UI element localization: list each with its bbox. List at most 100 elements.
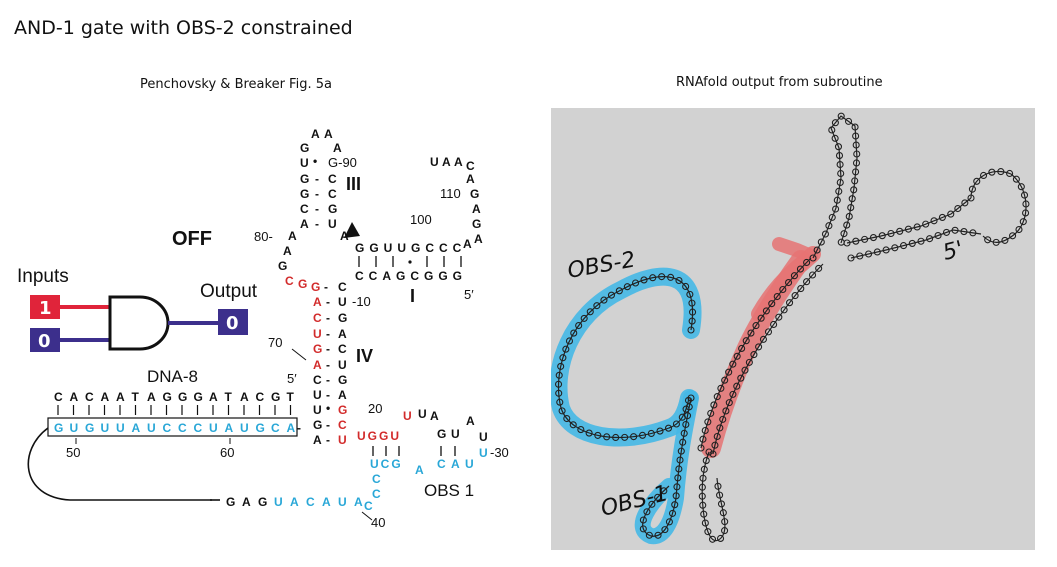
svg-text:G: G bbox=[313, 418, 322, 432]
rna-nucleotide bbox=[674, 474, 682, 482]
svg-text:U: U bbox=[313, 403, 322, 417]
rna-nucleotide bbox=[575, 321, 583, 330]
dna-bottom-nucleotide: U bbox=[209, 421, 218, 435]
svg-text:A: A bbox=[472, 202, 481, 216]
rna-nucleotide bbox=[603, 433, 611, 441]
rna-nucleotide bbox=[887, 229, 895, 238]
svg-text:-: - bbox=[326, 433, 330, 447]
tail-nucleotide: G bbox=[258, 495, 267, 509]
svg-text:-: - bbox=[326, 342, 330, 356]
rna-nucleotide bbox=[729, 360, 737, 368]
rna-nucleotide bbox=[1019, 218, 1027, 226]
rna-nucleotide bbox=[639, 525, 647, 533]
rna-nucleotide bbox=[719, 415, 727, 423]
svg-text:U: U bbox=[338, 295, 347, 309]
dna-bottom-nucleotide: U bbox=[240, 421, 249, 435]
svg-text:A: A bbox=[338, 388, 347, 402]
rna-nucleotide bbox=[768, 300, 776, 308]
rna-nucleotide bbox=[828, 126, 836, 134]
rna-nucleotide bbox=[750, 351, 758, 359]
dna-top-nucleotide: G bbox=[194, 390, 203, 404]
dna-top-nucleotide: T bbox=[287, 390, 295, 404]
rna-nucleotide bbox=[934, 231, 942, 240]
svg-text:G: G bbox=[300, 172, 309, 186]
rna-nucleotide bbox=[843, 221, 851, 229]
rna-nucleotide bbox=[719, 509, 727, 517]
svg-text:A: A bbox=[466, 414, 475, 428]
svg-text:-: - bbox=[324, 280, 328, 294]
rna-nucleotide bbox=[745, 358, 753, 366]
rna-nucleotide bbox=[704, 418, 712, 426]
rna-nucleotide bbox=[648, 500, 656, 508]
dna-bottom-nucleotide: U bbox=[147, 421, 156, 435]
rna-nucleotide bbox=[947, 210, 955, 218]
svg-text:A: A bbox=[313, 433, 322, 447]
svg-text:A: A bbox=[474, 232, 483, 246]
rna-nucleotide bbox=[722, 407, 730, 415]
svg-text:C: C bbox=[372, 472, 381, 486]
svg-text:C: C bbox=[338, 342, 347, 356]
rna-nucleotide bbox=[762, 307, 770, 315]
svg-text:A: A bbox=[283, 244, 292, 258]
svg-text:-: - bbox=[326, 418, 330, 432]
svg-text:GGUUGCCC: GGUUGCCC bbox=[355, 241, 466, 255]
svg-text:C: C bbox=[328, 172, 337, 186]
svg-text:G: G bbox=[338, 373, 347, 387]
svg-text:-: - bbox=[315, 217, 319, 231]
rna-nucleotide bbox=[677, 447, 685, 455]
cleavage-site-arrowhead bbox=[344, 222, 360, 238]
dna-bottom-nucleotide: C bbox=[194, 421, 203, 435]
rna-nucleotide bbox=[837, 169, 845, 178]
rna-nucleotide bbox=[737, 374, 745, 382]
rna-nucleotide bbox=[833, 196, 841, 204]
svg-text:-10: -10 bbox=[352, 294, 371, 309]
rna-nucleotide bbox=[1012, 175, 1020, 183]
rna-nucleotide bbox=[984, 236, 992, 244]
svg-text:G-90: G-90 bbox=[328, 155, 357, 170]
svg-text:-: - bbox=[326, 311, 330, 325]
rna-nucleotide bbox=[621, 433, 629, 441]
rna-nucleotide bbox=[638, 431, 647, 439]
dna-bottom-nucleotide: A bbox=[132, 421, 141, 435]
rna-nucleotide bbox=[594, 431, 602, 439]
svg-text:C: C bbox=[285, 274, 294, 288]
rna-nucleotide bbox=[825, 222, 833, 230]
svg-text:1: 1 bbox=[39, 298, 52, 319]
rna-nucleotide bbox=[647, 429, 655, 438]
rna-nucleotide bbox=[673, 483, 681, 491]
rna-nucleotide bbox=[954, 204, 962, 213]
svg-text:A: A bbox=[466, 172, 475, 186]
svg-text:A: A bbox=[454, 155, 463, 169]
rna-nucleotide bbox=[639, 516, 647, 524]
rna-nucleotide bbox=[711, 441, 719, 449]
dna-bottom-nucleotide: U bbox=[101, 421, 110, 435]
svg-text:U: U bbox=[313, 388, 322, 402]
svg-text:CCAGCGGG: CCAGCGGG bbox=[355, 269, 467, 283]
rna-nucleotide bbox=[623, 283, 631, 291]
svg-text:C: C bbox=[313, 311, 322, 325]
rna-nucleotide bbox=[851, 177, 859, 185]
dna-bottom-nucleotide: G bbox=[85, 421, 94, 435]
svg-text:50: 50 bbox=[66, 445, 80, 460]
svg-text:C: C bbox=[338, 280, 347, 294]
rna-nucleotide bbox=[992, 238, 1000, 246]
svg-text:0: 0 bbox=[226, 313, 239, 334]
rna-nucleotide bbox=[831, 134, 839, 142]
svg-text:U: U bbox=[328, 217, 337, 231]
rna-nucleotide bbox=[834, 143, 843, 151]
rna-nucleotide bbox=[942, 228, 951, 236]
svg-text:-: - bbox=[326, 373, 330, 387]
dna-bottom-nucleotide: C bbox=[271, 421, 280, 435]
rna-nucleotide bbox=[556, 398, 564, 406]
svg-text:G: G bbox=[437, 427, 446, 441]
rna-nucleotide bbox=[717, 384, 725, 392]
svg-text:A: A bbox=[300, 217, 309, 231]
svg-text:U: U bbox=[465, 457, 474, 471]
rna-nucleotide bbox=[716, 424, 724, 432]
rna-nucleotide bbox=[593, 302, 601, 310]
svg-text:A: A bbox=[311, 127, 320, 141]
rna-nucleotide bbox=[742, 337, 750, 345]
rna-nucleotide bbox=[668, 509, 677, 517]
rna-nucleotide bbox=[710, 401, 718, 409]
rna-nucleotide bbox=[973, 177, 981, 185]
